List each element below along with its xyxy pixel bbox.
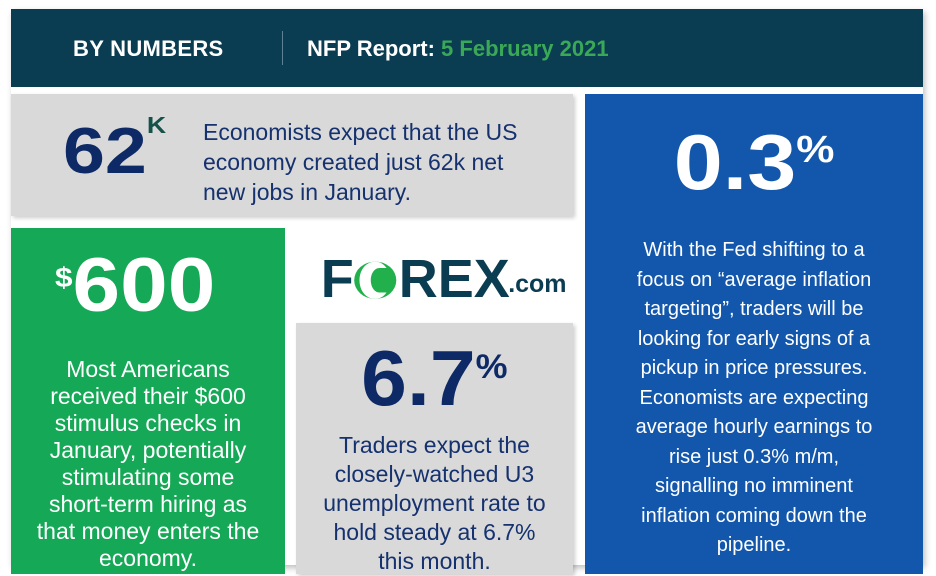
svg-text:.com: .com xyxy=(508,270,566,298)
svg-text:F: F xyxy=(321,249,354,309)
svg-text:REX: REX xyxy=(399,249,510,309)
